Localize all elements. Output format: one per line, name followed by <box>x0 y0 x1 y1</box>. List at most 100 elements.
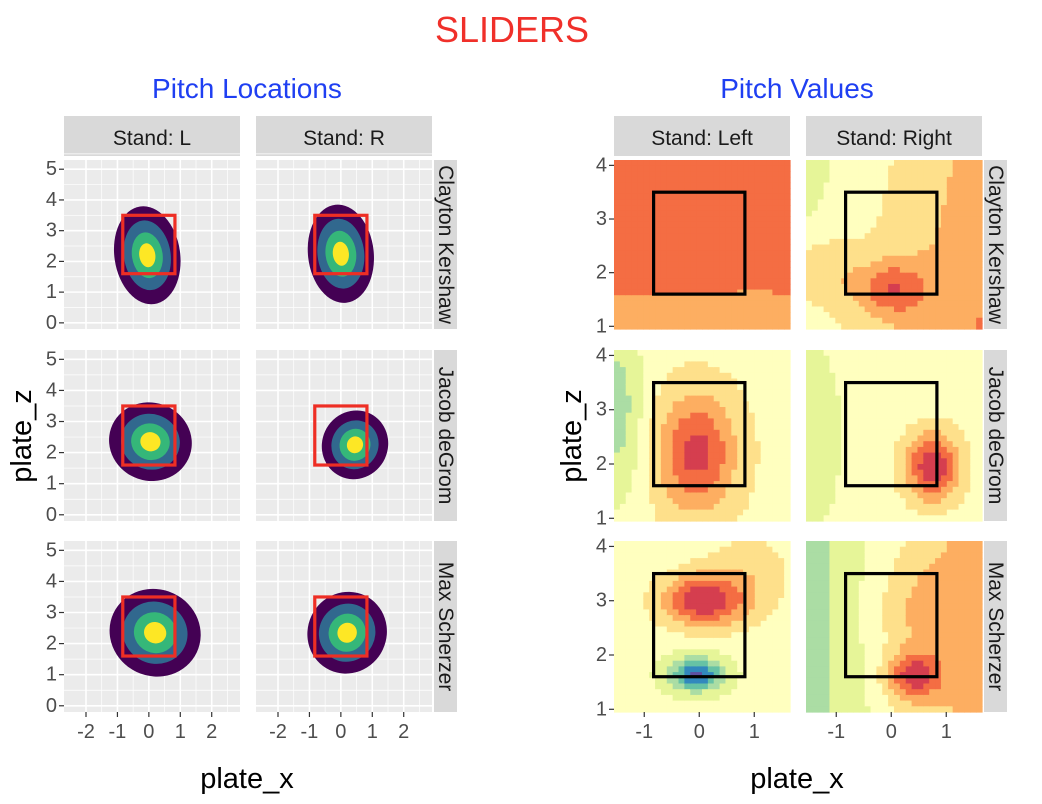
value-cell <box>952 188 960 195</box>
facet-strip-row <box>984 160 1007 329</box>
value-cell <box>702 176 709 184</box>
x-tick-label: 0 <box>335 721 346 743</box>
value-cell <box>666 395 674 402</box>
value-cell <box>772 199 779 206</box>
value-cell <box>619 672 627 679</box>
value-cell <box>643 603 650 610</box>
value-cell <box>976 221 983 229</box>
value-cell <box>748 603 756 610</box>
value-cell <box>666 350 674 357</box>
value-cell <box>847 592 854 599</box>
value-cell <box>784 389 791 397</box>
value-cell <box>905 469 913 476</box>
value-cell <box>631 492 639 499</box>
value-cell <box>847 210 854 217</box>
value-cell <box>894 498 901 505</box>
value-cell <box>923 216 930 223</box>
value-cell <box>631 598 639 605</box>
value-cell <box>970 372 977 380</box>
value-cell <box>702 261 709 268</box>
value-cell <box>823 552 831 559</box>
value-cell <box>696 193 703 201</box>
value-cell <box>719 205 727 212</box>
value-cell <box>976 171 983 178</box>
value-cell <box>760 492 768 499</box>
value-cell <box>748 367 756 374</box>
value-cell <box>707 407 715 414</box>
value-cell <box>731 205 738 212</box>
value-cell <box>923 278 930 285</box>
value-cell <box>811 469 819 476</box>
value-cell <box>625 317 633 324</box>
value-cell <box>702 216 709 223</box>
value-cell <box>811 384 819 391</box>
value-cell <box>852 515 860 522</box>
value-cell <box>817 598 825 605</box>
value-cell <box>737 306 744 313</box>
value-cell <box>784 475 791 482</box>
value-cell <box>672 706 680 713</box>
value-cell <box>696 580 703 588</box>
value-cell <box>876 295 883 302</box>
value-cell <box>713 412 721 419</box>
value-cell <box>737 677 744 685</box>
value-cell <box>678 575 685 582</box>
value-cell <box>784 700 791 707</box>
value-cell <box>858 283 866 291</box>
value-cell <box>976 312 983 319</box>
value-cell <box>882 193 889 201</box>
value-cell <box>684 541 691 548</box>
value-cell <box>766 429 773 437</box>
value-cell <box>731 355 738 362</box>
value-cell <box>976 160 983 167</box>
value-cell <box>929 176 936 184</box>
value-cell <box>672 615 680 622</box>
value-cell <box>899 221 907 229</box>
value-cell <box>760 498 768 505</box>
value-cell <box>743 694 750 702</box>
value-cell <box>748 323 756 330</box>
value-cell <box>905 401 913 408</box>
value-cell <box>619 441 627 448</box>
value-cell <box>637 401 644 408</box>
value-cell <box>625 261 633 268</box>
value-cell <box>864 395 872 402</box>
value-cell <box>976 289 983 296</box>
value-cell <box>619 424 627 431</box>
value-cell <box>707 424 715 431</box>
value-cell <box>784 312 791 319</box>
value-cell <box>835 221 842 229</box>
value-cell <box>911 221 919 229</box>
value-cell <box>888 424 895 431</box>
value-cell <box>666 689 674 696</box>
value-cell <box>888 283 895 291</box>
value-cell <box>864 221 872 229</box>
value-cell <box>905 424 913 431</box>
value-cell <box>864 233 872 240</box>
value-cell <box>719 210 727 217</box>
value-cell <box>858 441 866 448</box>
value-cell <box>678 199 685 206</box>
value-cell <box>870 503 877 511</box>
value-cell <box>696 227 703 234</box>
value-cell <box>823 289 831 296</box>
value-cell <box>847 278 854 285</box>
facet-panel <box>806 350 983 522</box>
value-cell <box>778 244 785 251</box>
value-cell <box>905 165 913 172</box>
value-cell <box>847 221 854 229</box>
value-cell <box>655 182 662 189</box>
value-cell <box>696 603 703 610</box>
value-cell <box>778 637 785 645</box>
value-cell <box>823 655 831 662</box>
value-cell <box>702 278 709 285</box>
value-cell <box>643 355 650 362</box>
value-cell <box>917 498 924 505</box>
value-cell <box>946 378 954 385</box>
value-cell <box>778 569 785 576</box>
value-cell <box>719 452 727 459</box>
value-cell <box>614 361 621 368</box>
value-cell <box>725 171 732 178</box>
value-cell <box>766 355 773 362</box>
value-cell <box>690 278 697 285</box>
